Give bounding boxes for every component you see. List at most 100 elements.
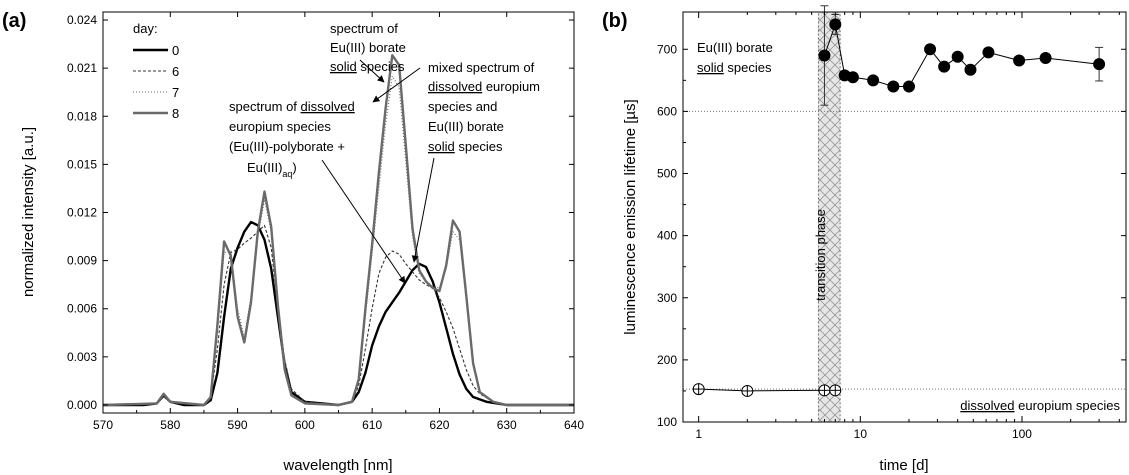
solid-species-point [902,80,915,93]
anno-solid-underlined: solid [330,59,357,74]
a-y-tick-label: 0.003 [67,350,97,364]
solid-species-point [829,18,842,31]
b-x-tick-label: 10 [854,427,868,441]
anno-b-solid-line2: solid species [697,60,772,75]
anno-mixed-line4: Eu(III) borate [428,119,504,134]
legend-entry-day-7: 7 [133,85,179,100]
anno-solid-line2: Eu(III) borate [330,40,406,55]
a-y-tick-label: 0.024 [67,13,97,27]
anno-b-dissolved-underlined: dissolved [960,398,1014,413]
b-x-tick-label: 1 [695,427,702,441]
panel-b-reference-lines [683,110,1126,390]
panel-b-series [692,5,1106,397]
b-y-tick-label: 400 [657,229,677,243]
anno-solid-arrow [359,59,385,83]
anno-solid-rest: species [357,59,405,74]
anno-b-dissolved-line: dissolved europium species [960,398,1120,413]
spectrum-day-6 [102,224,574,406]
b-y-tick-label: 600 [657,104,677,118]
anno-mixed-underlined-2: solid [428,139,455,154]
annotation-b-dissolved: dissolved europium species [960,398,1120,413]
panel-a-x-axis-title: wavelength [nm] [282,457,392,474]
spectrum-day-8 [102,54,574,407]
solid-species-point [1013,54,1026,67]
a-x-tick-label: 630 [497,418,517,432]
anno-solid-line3: solid species [330,59,405,74]
annotation-mixed-spectrum: mixed spectrum of dissolved europium spe… [372,60,540,263]
panel-b-letter: (b) [602,10,628,32]
panel-a-plot-frame [102,11,575,414]
panel-b-y-axis-title: luminescence emission lifetime [µs] [622,99,639,334]
anno-mixed-rest-1: europium [482,79,540,94]
legend-label-day-7: 7 [172,85,179,100]
legend-entry-day-0: 0 [133,43,179,58]
b-y-tick-label: 300 [657,291,677,305]
transition-phase-label: transition phase [813,209,828,301]
legend-label-day-8: 8 [172,106,179,121]
solid-species-point [1093,58,1106,71]
solid-species-point [982,46,995,59]
a-y-tick-label: 0.006 [67,302,97,316]
b-y-tick-label: 200 [657,353,677,367]
anno-dissolved-line2: europium species [229,119,331,134]
panel-a: (a) 570 580 590 600 610 620 630 640 0.000 0.003 0.… [2,10,584,474]
anno-b-solid-rest: species [724,60,772,75]
panel-a-ticks: 570 580 590 600 610 620 630 640 0.000 0.003 0.006 0… [67,12,584,432]
panel-b: (b) 1 10 100 100 200 300 400 500 600 700 time [d]… [602,5,1127,474]
b-y-tick-label: 100 [657,415,677,429]
solid-species-point [964,63,977,76]
annotation-solid-spectrum: spectrum of Eu(III) borate solid species [330,21,406,83]
anno-mixed-line2: dissolved europium [428,79,540,94]
a-y-tick-label: 0.021 [67,61,97,75]
anno-dissolved-line3: (Eu(III)-polyborate + [229,139,345,154]
spectrum-day-0 [103,220,574,407]
panel-a-letter: (a) [2,10,26,32]
anno-dissolved-close: ) [292,160,296,175]
transition-phase-hatch [817,11,841,423]
panel-a-lines [102,54,574,407]
anno-mixed-underlined-1: dissolved [428,79,482,94]
a-x-tick-label: 610 [362,418,382,432]
anno-mixed-rest-2: species [455,139,503,154]
legend-title: day: [133,21,158,36]
anno-b-solid-underlined: solid [697,60,724,75]
anno-dissolved-text: spectrum of [229,99,301,114]
transition-phase-band [817,11,841,423]
annotation-dissolved-spectrum: spectrum of dissolved europium species (… [229,99,406,284]
panel-a-legend: day: 0 6 7 8 [133,21,179,121]
panel-b-ticks: 1 10 100 100 200 300 400 500 600 700 [657,12,1126,441]
a-x-tick-label: 580 [160,418,180,432]
anno-dissolved-subscript: aq [282,169,292,179]
solid-species-point [846,71,859,84]
a-x-tick-label: 640 [564,418,584,432]
anno-b-solid-line1: Eu(III) borate [697,40,773,55]
panel-a-y-axis-title: normalized intensity [a.u.] [20,127,37,297]
annotation-b-solid: Eu(III) borate solid species [697,40,773,75]
legend-label-day-6: 6 [172,64,179,79]
b-y-tick-label: 500 [657,167,677,181]
solid-species-point [818,49,831,62]
anno-mixed-arrow-2 [411,157,435,263]
anno-dissolved-arrow [321,159,406,284]
anno-solid-line1: spectrum of [330,21,398,36]
legend-label-day-0: 0 [172,43,179,58]
solid-species-point [924,43,937,56]
anno-b-dissolved-rest: europium species [1015,398,1121,413]
anno-mixed-arrow-1 [372,67,421,103]
solid-species-point [1039,51,1052,64]
a-x-tick-label: 570 [93,418,113,432]
anno-mixed-line5: solid species [428,139,503,154]
anno-dissolved-eu: Eu(III) [247,160,282,175]
solid-species-point [951,50,964,63]
solid-species-point [867,74,880,87]
panel-b-plot-frame [682,11,1127,423]
b-x-tick-label: 100 [1012,427,1032,441]
a-y-tick-label: 0.009 [67,254,97,268]
a-y-tick-label: 0.000 [67,398,97,412]
solid-species-point [938,60,951,73]
a-x-tick-label: 590 [228,418,248,432]
panel-b-x-axis-title: time [d] [879,457,928,474]
anno-dissolved-underlined: dissolved [301,99,355,114]
b-y-tick-label: 700 [657,42,677,56]
